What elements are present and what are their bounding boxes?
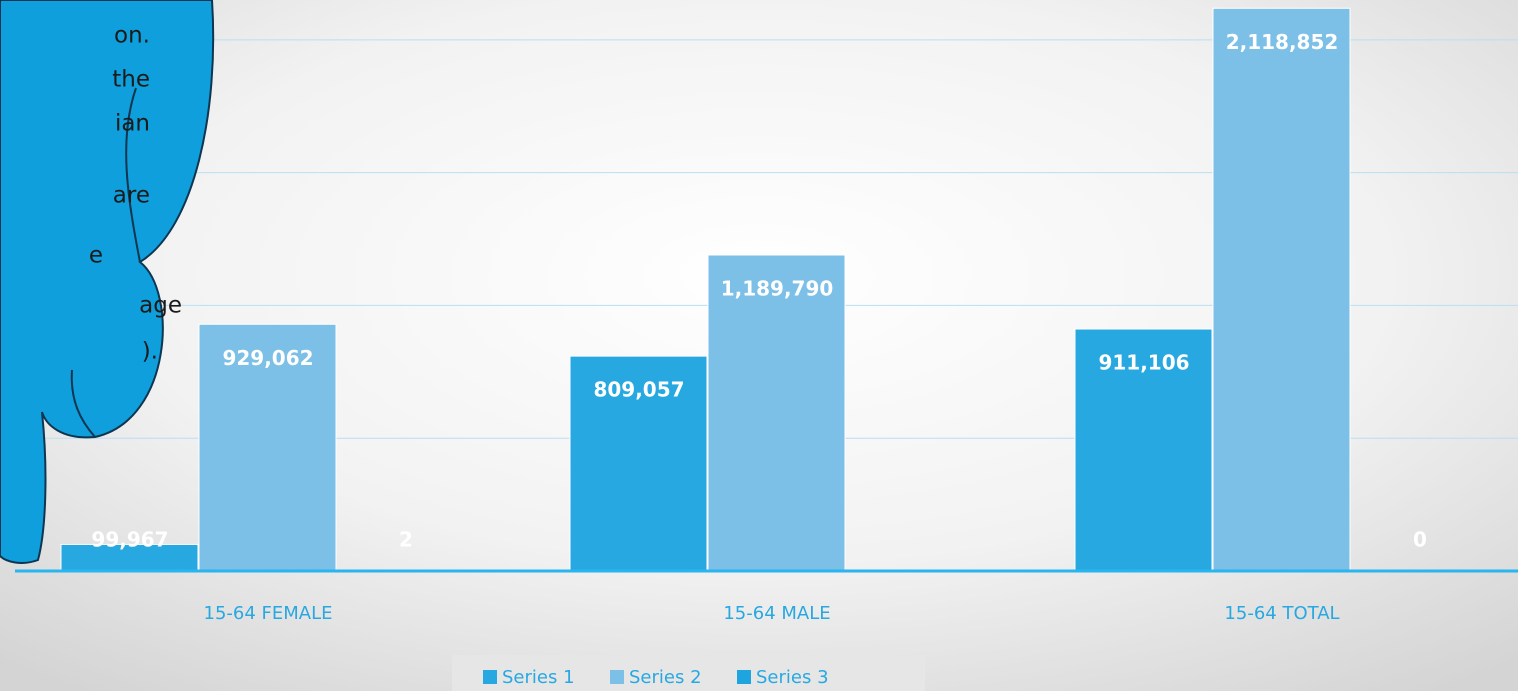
data-label: 99,967 [91, 528, 168, 552]
data-label: 809,057 [593, 378, 684, 402]
data-label: 929,062 [222, 346, 313, 370]
legend-label: Series 1 [502, 667, 575, 688]
data-label: 0 [1413, 528, 1427, 552]
legend-swatch [483, 670, 497, 684]
legend-label: Series 3 [756, 667, 829, 688]
legend-swatch [610, 670, 624, 684]
x-tick-label: 15-64 MALE [723, 603, 830, 624]
data-label: 2,118,852 [1226, 30, 1339, 54]
legend-label: Series 2 [629, 667, 702, 688]
legend: Series 1 Series 2 Series 3 [483, 667, 829, 688]
callout-text: age [139, 293, 182, 319]
bar [708, 255, 845, 571]
legend-swatch [737, 670, 751, 684]
data-label: 1,189,790 [721, 277, 834, 301]
callout-text: ). [142, 339, 158, 365]
callout-text: the [112, 67, 150, 93]
x-tick-label: 15-64 TOTAL [1224, 603, 1339, 624]
callout-text: ian [115, 111, 150, 137]
chart: 15-64 FEMALE 99,967 929,062 2 15-64 MALE 809,… [0, 0, 1518, 691]
data-label: 2 [399, 528, 413, 552]
bar [1213, 8, 1350, 571]
data-label: 911,106 [1098, 351, 1189, 375]
callout-text: are [113, 183, 150, 209]
callout-text: on. [114, 23, 150, 49]
callout-text: e [89, 243, 103, 269]
x-tick-label: 15-64 FEMALE [204, 603, 333, 624]
